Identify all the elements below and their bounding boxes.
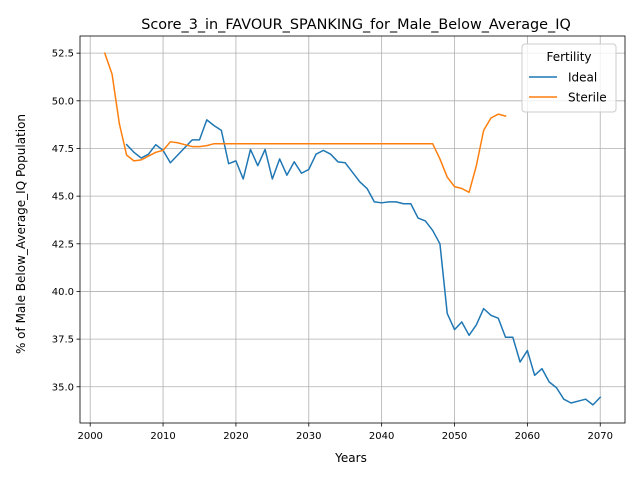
- y-tick-label: 35.0: [52, 382, 74, 393]
- y-tick-label: 50.0: [52, 96, 74, 107]
- legend-label-sterile: Sterile: [568, 91, 607, 105]
- x-tick-label: 2000: [77, 431, 102, 442]
- series-lines: [103, 52, 602, 406]
- x-tick-label: 2020: [223, 431, 248, 442]
- x-tick-label: 2040: [369, 431, 394, 442]
- x-tick-label: 2010: [150, 431, 175, 442]
- legend-label-ideal: Ideal: [568, 71, 597, 85]
- legend-box: [521, 43, 617, 113]
- chart-title: Score_3_in_FAVOUR_SPANKING_for_Male_Belo…: [141, 17, 571, 33]
- y-tick-label: 47.5: [52, 144, 74, 155]
- y-tick-label: 40.0: [52, 287, 74, 298]
- x-tick-label: 2030: [296, 431, 321, 442]
- x-axis-label: Years: [334, 451, 367, 465]
- x-tick-label: 2070: [588, 431, 613, 442]
- series-line-ideal: [125, 119, 602, 406]
- y-axis-ticks: 35.0 37.5 40.0 42.5 45.0 47.5 50.0 52.5: [52, 49, 80, 393]
- legend: Fertility Ideal Sterile: [521, 43, 617, 113]
- y-tick-label: 42.5: [52, 239, 74, 250]
- y-axis-label: % of Male Below_Average_IQ Population: [14, 114, 28, 354]
- x-tick-label: 2060: [515, 431, 540, 442]
- legend-title: Fertility: [546, 50, 591, 64]
- series-line-sterile: [103, 52, 507, 194]
- y-tick-label: 52.5: [52, 49, 74, 60]
- axes-frame: [79, 35, 626, 424]
- x-axis-ticks: 2000 2010 2020 2030 2040 2050 2060 2070: [77, 423, 613, 442]
- y-tick-label: 45.0: [52, 192, 74, 203]
- x-tick-label: 2050: [442, 431, 467, 442]
- y-tick-label: 37.5: [52, 335, 74, 346]
